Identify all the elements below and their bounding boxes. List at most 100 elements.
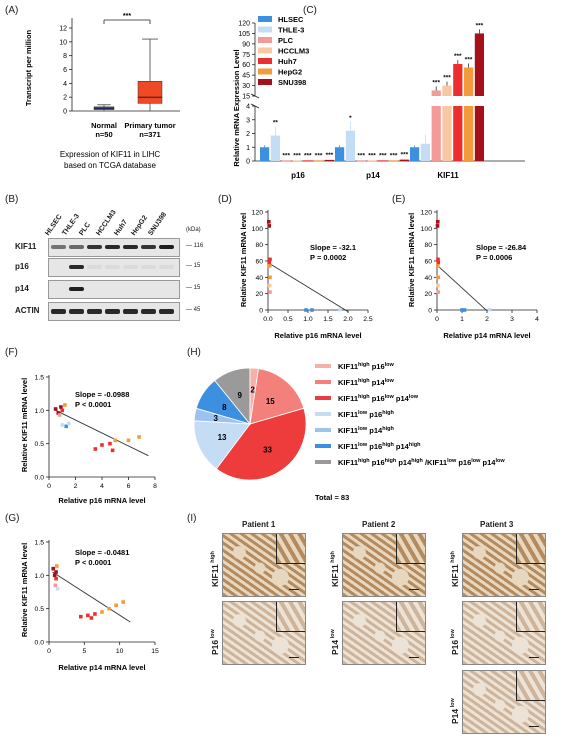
scatter-point <box>89 616 94 620</box>
pie-legend-label: KIF11high p16high p14high /KIF11low p16l… <box>338 458 505 467</box>
panel-c-category: p14 <box>366 171 380 180</box>
scatter-point <box>460 308 464 312</box>
panel-c-bar <box>410 147 420 161</box>
panel-c-sig: *** <box>293 152 301 159</box>
scatter-point <box>86 613 90 618</box>
ihc-image-p3-p14 <box>462 670 546 734</box>
panel-c-bar-lower <box>464 106 474 161</box>
panel-c-bar <box>260 147 270 161</box>
panel-c-legend-swatch <box>258 37 272 43</box>
scatter-slope: Slope = -32.1 <box>310 243 356 252</box>
scatter-point <box>100 610 104 614</box>
blot-band <box>141 265 156 269</box>
panel-c-bar <box>389 160 399 162</box>
scatter-point <box>93 447 98 451</box>
patient-1-header: Patient 1 <box>242 520 276 529</box>
panel-c-ytick-label: 1 <box>246 145 250 152</box>
ihc-row-label: P14 low <box>330 629 340 655</box>
scatter-point <box>64 424 69 429</box>
pie-legend-swatch <box>315 396 331 400</box>
pie-slice-label: 8 <box>222 403 227 412</box>
scatter-xtick-label: 2 <box>74 483 78 490</box>
panel-a-ytick-label: 4 <box>63 81 67 88</box>
scatter-ytick-label: 1.5 <box>35 375 45 382</box>
pie-slice <box>249 368 305 425</box>
ihc-row-label: KIF11 high <box>450 551 460 587</box>
panel-c-sig: *** <box>390 152 398 159</box>
blot-band <box>123 245 138 249</box>
scatter-ylabel: Relative KIF11 mRNA level <box>20 378 29 472</box>
pie-legend-swatch <box>315 364 331 368</box>
pie-legend-label: KIF11low p16high <box>338 410 394 419</box>
scatter-xtick-label: 15 <box>151 648 159 655</box>
panel-c-bar <box>303 160 313 162</box>
scatter-xlabel: Relative p14 mRNA level <box>443 331 530 340</box>
patient-2-header: Patient 2 <box>362 520 396 529</box>
ihc-image-p3-kif11 <box>462 533 546 597</box>
scatter-ytick-label: 0.0 <box>35 475 45 482</box>
blot-row-label: KIF11 <box>15 242 37 251</box>
panel-a-ytick-label: 10 <box>59 39 67 46</box>
panel-c-bar <box>367 160 377 162</box>
scatter-point <box>54 564 59 568</box>
scatter-point <box>53 407 58 411</box>
panel-label-f: (F) <box>5 347 18 358</box>
scatter-ylabel: Relative KIF11 mRNA level <box>20 543 29 637</box>
ihc-image-p1-p16 <box>222 601 306 665</box>
pie-slice-label: 9 <box>237 391 242 400</box>
panel-c-bar <box>431 90 441 96</box>
blot-lane-label: HepG2 <box>130 214 149 237</box>
panel-c-legend-swatch <box>258 68 272 75</box>
scatter-ytick-label: 20 <box>255 291 263 298</box>
panel-c-sig: *** <box>401 152 409 159</box>
panel-c-ylabel: Relative mRNA Expression Level <box>232 49 241 166</box>
scatter-point <box>436 257 440 262</box>
scatter-pvalue: P < 0.0001 <box>75 400 111 409</box>
panel-c-bar <box>292 160 302 162</box>
panel-label-g: (G) <box>5 513 20 524</box>
panel-c-ytick-label: 4 <box>246 104 250 111</box>
panel-c-bar <box>399 159 409 161</box>
blot-strip <box>48 238 180 257</box>
panel-a-box-tumor <box>137 81 163 104</box>
scatter-xtick-label: 2.5 <box>363 316 373 323</box>
ihc-image-p2-kif11 <box>342 533 426 597</box>
scatter-point <box>436 260 441 265</box>
scatter-pvalue: P = 0.0006 <box>476 253 512 262</box>
scatter-ytick-label: 80 <box>255 242 263 249</box>
scatter-ytick-label: 120 <box>421 210 433 217</box>
panel-c-legend-label: HLSEC <box>278 15 304 24</box>
regression-line <box>436 264 488 312</box>
blot-mw-marker: — 116 <box>186 243 204 249</box>
scatter-ytick-label: 20 <box>424 291 432 298</box>
pie-slice-label: 13 <box>218 433 227 442</box>
scatter-xtick-label: 2 <box>485 316 489 323</box>
panel-a-n-tumor: n=371 <box>139 130 160 139</box>
blot-mw-marker: — 15 <box>186 263 201 269</box>
pie-slice-label: 3 <box>214 414 219 423</box>
panel-c-bar <box>474 33 484 96</box>
panel-a-ytick-label: 0 <box>63 109 67 116</box>
pie-slice <box>249 367 259 425</box>
scatter-point <box>53 583 58 588</box>
scatter-point <box>268 290 272 294</box>
panel-c-sig: *** <box>368 152 376 159</box>
panel-c-legend-label: PLC <box>278 36 294 45</box>
scatter-xtick-label: 1 <box>460 316 464 323</box>
scatter-slope: Slope = -0.0481 <box>75 548 129 557</box>
scatter-xtick-label: 3 <box>510 316 514 323</box>
panel-c-ytick-label: 45 <box>242 73 250 80</box>
blot-band <box>69 309 84 314</box>
scatter-ytick-label: 100 <box>252 226 264 233</box>
scatter-ytick-label: 100 <box>421 226 433 233</box>
pie-slice <box>193 420 251 470</box>
scatter-point <box>126 438 131 443</box>
panel-c-sig: ** <box>273 120 279 127</box>
blot-lane-label: HLSEC <box>44 213 64 237</box>
panel-c-legend-swatch <box>258 58 272 64</box>
scatter-point <box>487 307 492 312</box>
pie-legend-label: KIF11high p16low <box>338 362 395 371</box>
panel-h-total: Total = 83 <box>315 493 349 502</box>
panel-e-scatter: 0 20 40 60 80 100 120 0 1 2 3 4 Slope = -26.84P = 0.… <box>407 210 539 341</box>
